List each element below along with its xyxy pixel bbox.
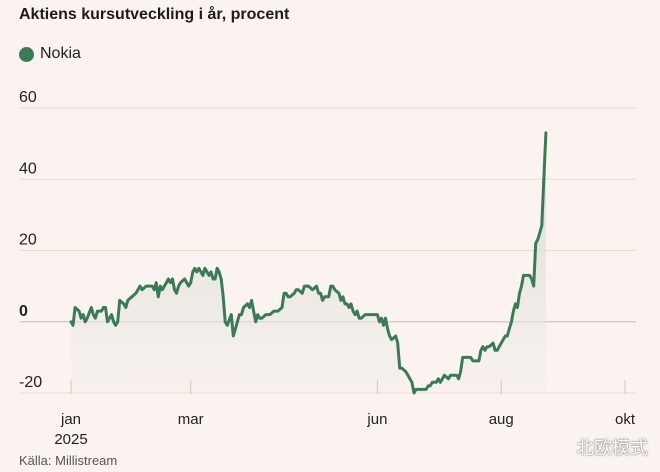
y-tick-label: 0 <box>19 303 28 320</box>
x-axis: jan 2025 mar jun aug okt <box>54 380 636 448</box>
x-tick-label: aug <box>489 411 514 428</box>
chart-title: Aktiens kursutveckling i år, procent <box>19 6 290 23</box>
x-year-label: 2025 <box>54 431 87 448</box>
x-tick-label: okt <box>615 411 636 428</box>
x-tick-label: mar <box>178 411 204 428</box>
line-layer <box>69 131 548 395</box>
y-tick-label: -20 <box>19 374 42 391</box>
series-area-nokia <box>71 132 546 393</box>
y-tick-label: 60 <box>19 89 37 106</box>
legend-label-nokia: Nokia <box>40 45 81 62</box>
area-layer <box>71 132 546 393</box>
watermark: 北欧模式 <box>576 438 648 458</box>
y-tick-label: 20 <box>19 232 37 249</box>
legend-swatch-nokia <box>19 46 34 62</box>
y-axis: 60 40 20 0 -20 <box>19 89 42 391</box>
x-tick-label: jan <box>60 411 81 428</box>
x-tick-label: jun <box>366 411 387 428</box>
series-line-nokia <box>69 131 548 395</box>
legend: Nokia <box>19 45 81 63</box>
y-tick-label: 40 <box>19 160 37 177</box>
source-note: Källa: Millistream <box>19 453 118 468</box>
